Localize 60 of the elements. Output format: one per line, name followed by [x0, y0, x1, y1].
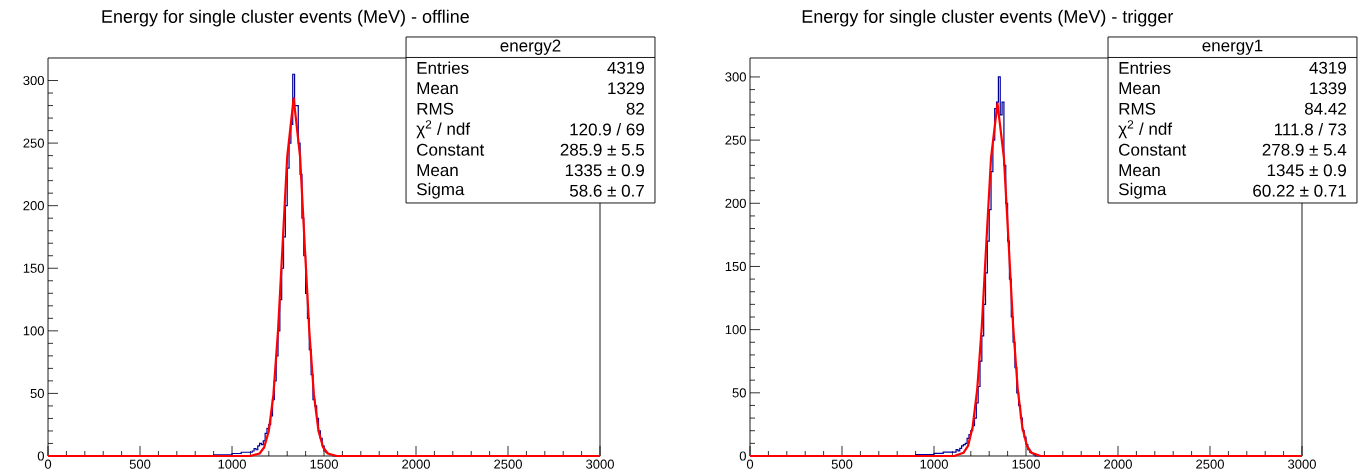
y-tick-label: 0	[739, 451, 746, 461]
annotation: 1345 ± 0.9	[1267, 164, 1346, 177]
x-tick-label: 2500	[1196, 459, 1224, 469]
y-tick-label: 50	[30, 388, 44, 399]
x-tick-label: 0	[746, 459, 754, 469]
x-tick-label: 2000	[1104, 459, 1132, 469]
x-tick-label: 500	[831, 459, 853, 469]
annotation: χ$^{2}$ / ndf	[1118, 120, 1173, 139]
y-tick-label: 200	[725, 198, 746, 208]
annotation: RMS	[417, 102, 454, 115]
annotation: 120.9 / 69	[570, 123, 644, 136]
annotation: 58.6 ± 0.7	[569, 184, 644, 197]
y-tick-label: 250	[23, 138, 44, 148]
y-tick-label: 250	[725, 135, 746, 145]
text: 82	[626, 102, 644, 115]
x-tick-label: 1500	[1012, 459, 1040, 469]
annotation: Mean	[1119, 82, 1160, 95]
chart-title: Energy for single cluster events (MeV) - trigger	[802, 9, 1174, 27]
text: 1339	[1310, 82, 1346, 95]
y-tick-label: 300	[23, 75, 44, 86]
text: 4319	[607, 61, 644, 74]
x-tick-label: 1000	[218, 459, 246, 469]
x-tick-label: 2000	[402, 459, 430, 469]
x-tick-label: 3000	[586, 459, 614, 469]
annotation: Constant	[417, 143, 485, 156]
y-tick-label: 0	[37, 451, 44, 461]
text: 1329	[608, 82, 644, 95]
x-tick-label: 2500	[494, 459, 522, 469]
annotation: Sigma	[1118, 182, 1167, 199]
y-tick-label: 100	[23, 326, 44, 336]
annotation: Entries	[417, 61, 469, 74]
x-tick-label: 1500	[310, 459, 338, 469]
x-tick-label: 3000	[1288, 459, 1316, 469]
text: energy1	[1202, 39, 1263, 55]
y-tick-label: 100	[725, 325, 746, 335]
annotation: Mean	[417, 164, 458, 177]
text: energy2	[500, 39, 561, 55]
y-tick-label: 150	[23, 263, 44, 273]
y-tick-label: 300	[725, 72, 746, 82]
x-tick-label: 1000	[920, 459, 948, 469]
annotation: χ$^{2}$ / ndf	[416, 120, 471, 139]
x-tick-label: 0	[44, 459, 52, 469]
chart-title: Energy for single cluster events (MeV) - offline	[102, 9, 469, 27]
y-tick-label: 150	[725, 261, 746, 272]
annotation: 278.9 ± 5.4	[1262, 143, 1347, 156]
annotation: 60.22 ± 0.71	[1253, 184, 1346, 197]
x-tick-label: 500	[129, 459, 151, 469]
text: 4319	[1309, 61, 1346, 74]
annotation: Constant	[1119, 143, 1187, 156]
y-tick-label: 50	[732, 388, 746, 398]
y-tick-label: 200	[23, 201, 44, 211]
text: 84.42	[1304, 102, 1346, 115]
annotation: 111.8 / 73	[1274, 123, 1347, 136]
annotation: Entries	[1119, 61, 1171, 74]
annotation: 285.9 ± 5.5	[560, 143, 645, 156]
annotation: 1335 ± 0.9	[565, 164, 644, 177]
annotation: Mean	[417, 82, 458, 95]
annotation: RMS	[1119, 102, 1156, 115]
annotation: Sigma	[417, 182, 465, 199]
annotation: Mean	[1119, 164, 1160, 177]
